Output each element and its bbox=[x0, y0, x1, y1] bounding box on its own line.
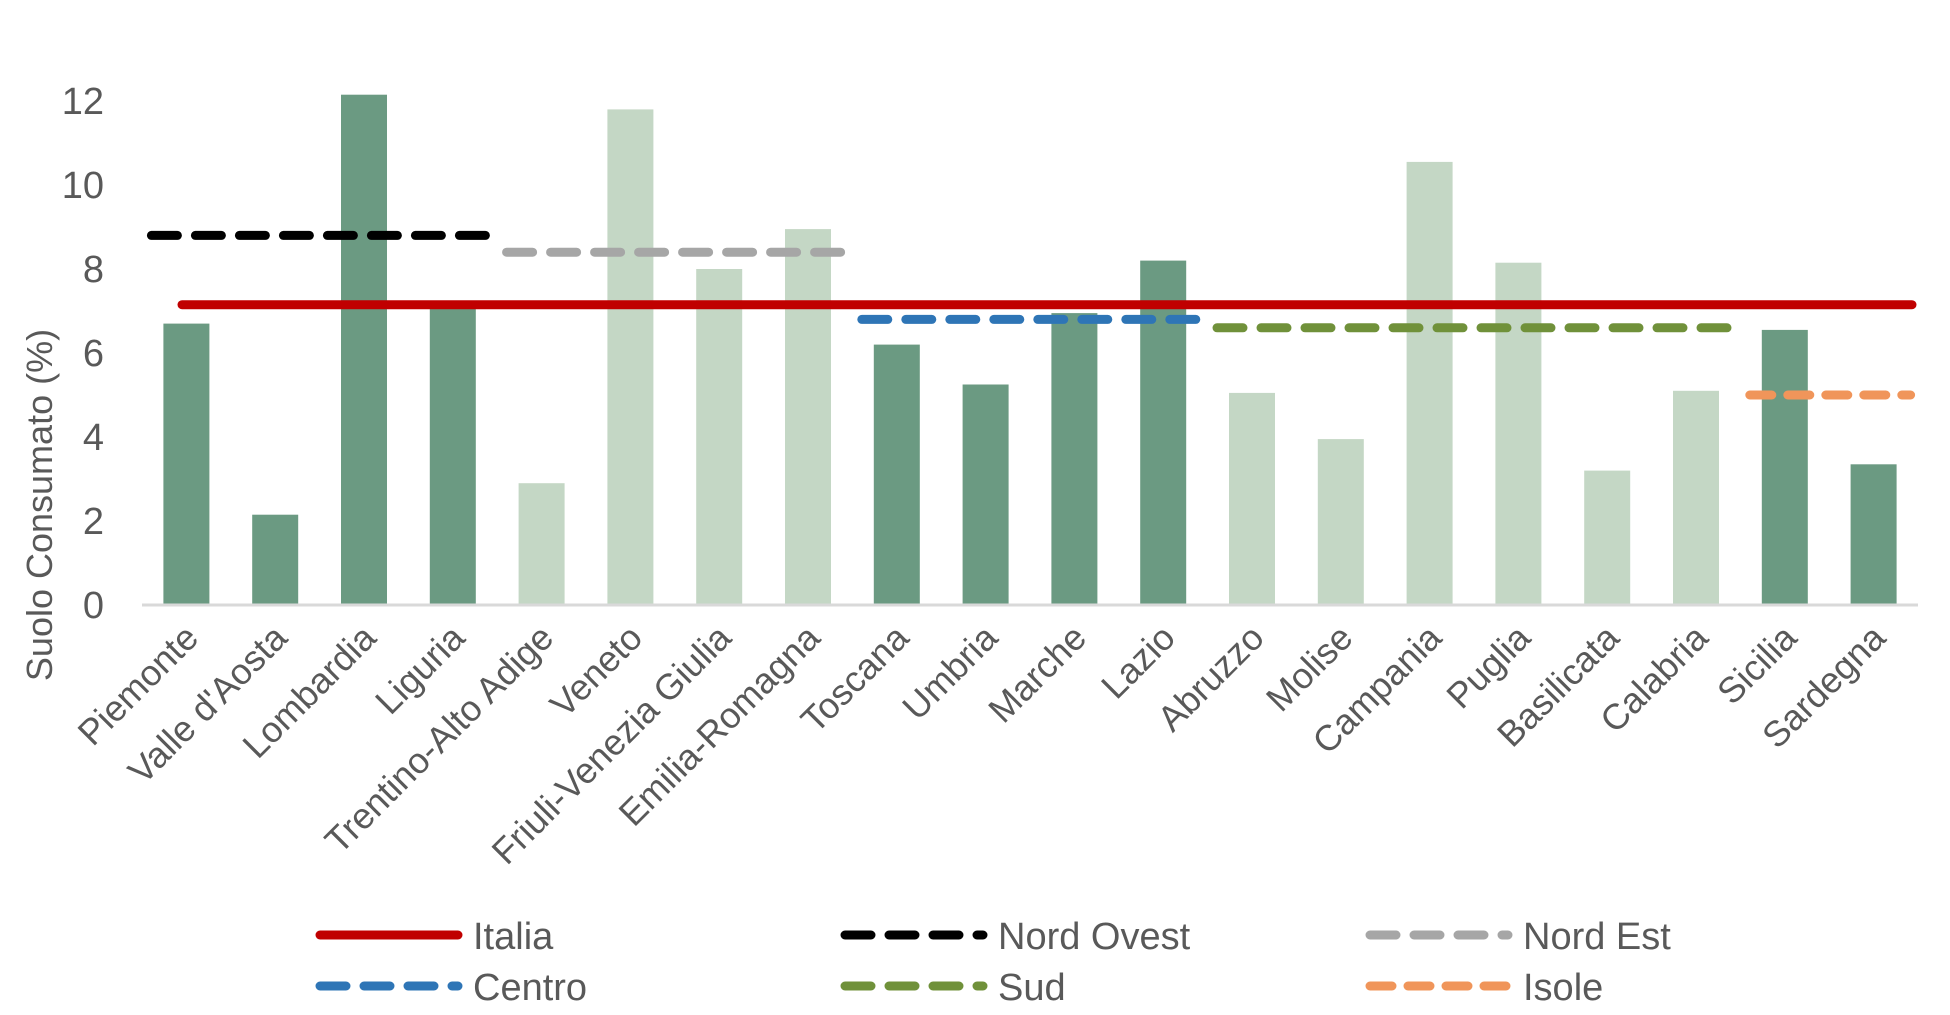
bar-friuli-venezia-giulia bbox=[696, 269, 743, 605]
legend-label-sud: Sud bbox=[998, 967, 1066, 1009]
bars bbox=[163, 94, 1897, 606]
bar-calabria bbox=[1673, 390, 1719, 605]
legend-label-nord-ovest: Nord Ovest bbox=[998, 916, 1191, 958]
bar-toscana bbox=[873, 344, 920, 605]
bar-trentino-alto-adige bbox=[518, 483, 565, 605]
y-tick-label: 6 bbox=[83, 333, 104, 375]
y-tick-label: 0 bbox=[83, 585, 104, 627]
bar-lazio bbox=[1140, 260, 1187, 605]
reference-lines bbox=[146, 230, 1917, 400]
bar-puglia bbox=[1495, 262, 1542, 605]
legend-label-nord-est: Nord Est bbox=[1523, 916, 1671, 958]
bar-sardegna bbox=[1850, 464, 1897, 605]
bar-marche bbox=[1051, 313, 1098, 605]
bar-campania bbox=[1406, 161, 1453, 605]
legend-label-italia: Italia bbox=[473, 916, 554, 958]
bar-valle-d-aosta bbox=[252, 514, 299, 605]
bar-veneto bbox=[607, 109, 654, 606]
y-axis: 0 2 4 6 8 10 12 bbox=[62, 81, 104, 627]
y-tick-label: 4 bbox=[83, 417, 104, 459]
bar-emilia-romagna bbox=[785, 229, 831, 605]
bar-umbria bbox=[962, 384, 1009, 605]
bar-sicilia bbox=[1761, 329, 1808, 605]
y-tick-label: 12 bbox=[62, 81, 104, 123]
legend-label-isole: Isole bbox=[1523, 967, 1603, 1009]
y-tick-label: 2 bbox=[83, 501, 104, 543]
x-tick-label: Marche bbox=[980, 617, 1094, 731]
bar-basilicata bbox=[1584, 470, 1631, 605]
y-tick-label: 10 bbox=[62, 165, 104, 207]
y-axis-label: Suolo Consumato (%) bbox=[19, 329, 60, 681]
legend-label-centro: Centro bbox=[473, 967, 587, 1009]
y-tick-label: 8 bbox=[83, 249, 104, 291]
legend: Italia Nord Ovest Nord Est Centro Sud Isole bbox=[315, 916, 1671, 1009]
bar-molise bbox=[1317, 439, 1364, 605]
bar-liguria bbox=[429, 306, 476, 605]
bar-abruzzo bbox=[1229, 392, 1275, 605]
bar-piemonte bbox=[163, 323, 210, 605]
bar-lombardia bbox=[341, 94, 387, 605]
